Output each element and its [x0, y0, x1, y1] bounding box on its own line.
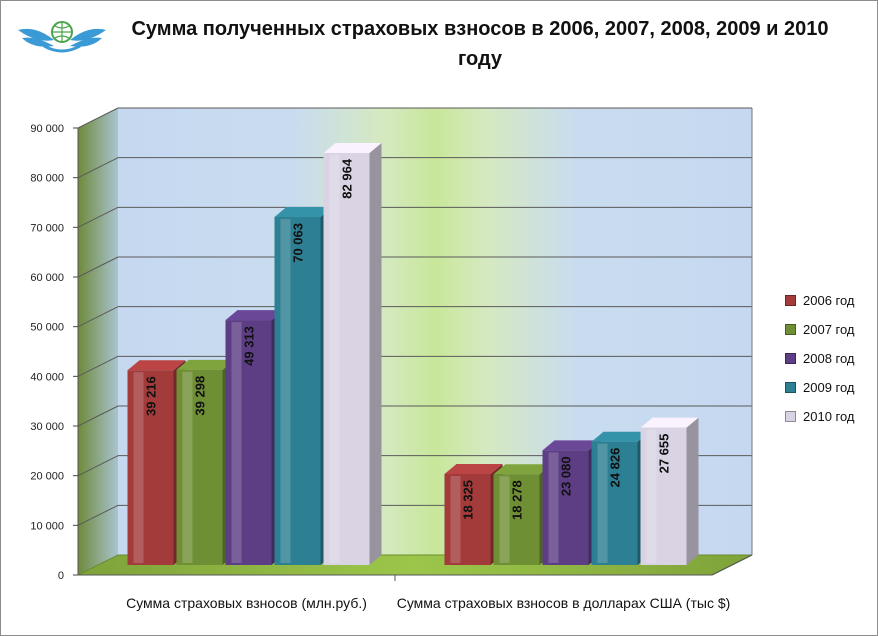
bar-front [591, 441, 638, 565]
y-tick-label: 60 000 [30, 272, 64, 284]
data-label: 18 278 [510, 480, 525, 520]
data-label: 70 063 [291, 223, 306, 263]
bar-top [274, 207, 333, 218]
bar-highlight [450, 475, 461, 563]
gridline-side [77, 107, 119, 129]
chart-legend: 2006 год 2007 год 2008 год 2009 год 2010 год [785, 286, 873, 431]
y-tick-label: 80 000 [30, 173, 64, 185]
bar-highlight [548, 452, 559, 563]
data-label: 18 325 [461, 480, 476, 520]
legend-swatch [785, 411, 796, 422]
legend-label: 2008 год [803, 351, 855, 366]
bar-highlight [329, 154, 340, 563]
bar-front [225, 320, 272, 565]
bar-side [686, 417, 699, 565]
bar-front [640, 427, 687, 565]
legend-swatch [785, 382, 796, 393]
bar-front [274, 217, 321, 565]
gridline-side [77, 206, 119, 228]
bar-front [127, 370, 174, 565]
x-axis-depth [711, 554, 753, 576]
bar-side [369, 142, 382, 565]
bar-top [640, 417, 699, 428]
bar-top [591, 431, 650, 442]
bar-top [493, 464, 552, 475]
gridline-side [77, 405, 119, 427]
y-tick-label: 70 000 [30, 222, 64, 234]
bar-top [323, 142, 382, 153]
legend-swatch [785, 353, 796, 364]
y-tick-label: 10 000 [30, 520, 64, 532]
gridline-side [77, 355, 119, 377]
bar-highlight [280, 219, 291, 563]
bar-front [493, 474, 540, 565]
y-tick-label: 20 000 [30, 471, 64, 483]
legend-item: 2010 год [785, 402, 873, 431]
bar-front [323, 152, 370, 565]
data-label: 24 826 [608, 448, 623, 488]
legend-swatch [785, 324, 796, 335]
bar-front [176, 369, 223, 565]
gridline-side [77, 455, 119, 477]
gridline-side [77, 256, 119, 278]
legend-swatch [785, 295, 796, 306]
legend-label: 2007 год [803, 322, 855, 337]
legend-item: 2006 год [785, 286, 873, 315]
bar-top [225, 310, 284, 321]
data-label: 39 216 [144, 376, 159, 416]
legend-label: 2010 год [803, 409, 855, 424]
bar-front [542, 450, 589, 565]
y-tick-label: 0 [58, 570, 64, 582]
y-tick-label: 40 000 [30, 371, 64, 383]
data-label: 82 964 [340, 158, 355, 199]
legend-item: 2009 год [785, 373, 873, 402]
bar-highlight [231, 322, 242, 563]
bar-highlight [499, 476, 510, 563]
y-tick-label: 30 000 [30, 421, 64, 433]
data-label: 23 080 [559, 456, 574, 496]
chart-title: Сумма полученных страховых взносов в 200… [131, 18, 829, 70]
bar-highlight [597, 443, 608, 563]
legend-label: 2006 год [803, 293, 855, 308]
bar-top [127, 360, 186, 371]
y-tick-label: 90 000 [30, 123, 64, 135]
logo-icon [18, 21, 106, 53]
legend-label: 2009 год [803, 380, 855, 395]
legend-item: 2008 год [785, 344, 873, 373]
x-category-label: Сумма страховых взносов в долларах США (… [397, 595, 731, 611]
bar-top [176, 359, 235, 370]
bar-front [444, 473, 491, 565]
x-category-label: Сумма страховых взносов (млн.руб.) [126, 595, 367, 611]
bar [640, 417, 699, 565]
bar-highlight [646, 429, 657, 563]
y-tick-label: 50 000 [30, 322, 64, 334]
legend-item: 2007 год [785, 315, 873, 344]
gridline-side [77, 157, 119, 179]
bar-top [542, 440, 601, 451]
gridline-side [77, 306, 119, 328]
data-label: 27 655 [657, 434, 672, 474]
bar-highlight [133, 372, 144, 563]
data-label: 39 298 [193, 376, 208, 416]
bar-top [444, 463, 503, 474]
bar-highlight [182, 371, 193, 563]
bar [323, 142, 382, 565]
side-wall [78, 108, 118, 575]
gridline-side [77, 504, 119, 526]
data-label: 49 313 [242, 326, 257, 366]
